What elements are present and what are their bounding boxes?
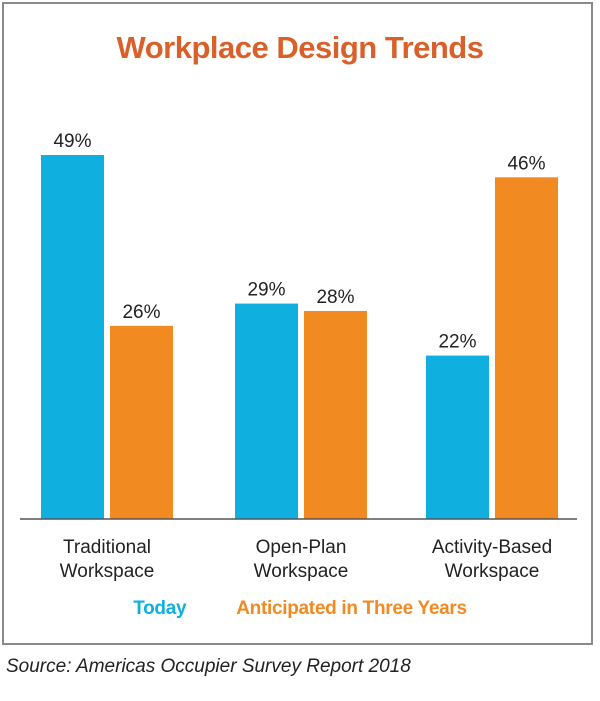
category-label-0-line-0: Traditional xyxy=(63,537,151,558)
category-label-1-line-1: Workspace xyxy=(254,561,349,582)
legend: Today Anticipated in Three Years xyxy=(0,598,600,620)
bars-layer xyxy=(41,155,558,520)
data-label-anticipated-2: 46% xyxy=(507,153,545,174)
bar-anticipated-1 xyxy=(304,311,367,519)
legend-item-anticipated: Anticipated in Three Years xyxy=(236,598,467,619)
bar-anticipated-0 xyxy=(110,325,173,519)
legend-item-today: Today xyxy=(133,598,187,619)
bar-today-2 xyxy=(426,355,489,519)
data-label-anticipated-1: 28% xyxy=(316,287,354,308)
labels-layer: 49% 26% Traditional Workspace 29% 28% Open-Pla… xyxy=(53,131,552,582)
category-label-2-line-0: Activity-Based xyxy=(432,537,552,558)
bar-anticipated-2 xyxy=(495,177,558,520)
data-label-today-2: 22% xyxy=(438,332,476,353)
category-label-1-line-0: Open-Plan xyxy=(256,537,347,558)
category-label-2-line-1: Workspace xyxy=(445,561,540,582)
category-label-0-line-1: Workspace xyxy=(60,561,155,582)
data-label-anticipated-0: 26% xyxy=(122,302,160,323)
bar-today-0 xyxy=(41,155,104,519)
data-label-today-0: 49% xyxy=(53,131,91,152)
data-label-today-1: 29% xyxy=(247,280,285,301)
source-note: Source: Americas Occupier Survey Report … xyxy=(6,656,411,677)
chart-title: Workplace Design Trends xyxy=(116,30,484,65)
bar-today-1 xyxy=(235,303,298,519)
